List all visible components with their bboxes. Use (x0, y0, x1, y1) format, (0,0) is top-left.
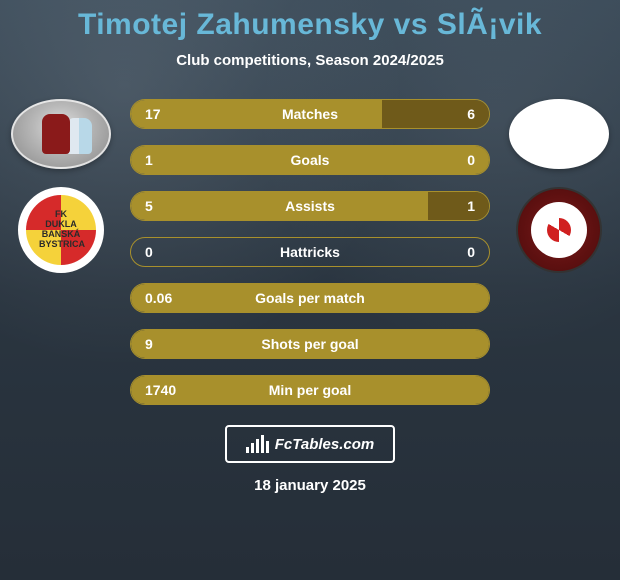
stat-bar: 0.06 Goals per match (130, 283, 490, 313)
stat-value-left: 0.06 (145, 290, 172, 306)
stat-value-left: 0 (145, 244, 153, 260)
stat-fill-left (131, 192, 428, 220)
left-player-photo (11, 99, 111, 169)
stat-bar: 1 Goals 0 (130, 145, 490, 175)
stat-bar: 5 Assists 1 (130, 191, 490, 221)
bars-icon (246, 435, 269, 453)
stat-value-left: 1740 (145, 382, 176, 398)
stat-label: Min per goal (269, 382, 351, 398)
brand-logo: FcTables.com (225, 425, 395, 463)
right-player-photo (509, 99, 609, 169)
right-club-badge-inner (531, 202, 587, 258)
stat-value-left: 5 (145, 198, 153, 214)
stats-column: 17 Matches 6 1 Goals 0 5 Assists 1 0 Hattricks 0 0.0… (130, 99, 490, 405)
stat-value-left: 9 (145, 336, 153, 352)
infographic-root: Timotej Zahumensky vs SlÃ¡vik Club compe… (0, 0, 620, 580)
left-club-badge: FK DUKLA BANSKÁ BYSTRICA (18, 187, 104, 273)
stat-label: Matches (282, 106, 338, 122)
stat-bar: 1740 Min per goal (130, 375, 490, 405)
comparison-row: FK DUKLA BANSKÁ BYSTRICA 17 Matches 6 1 Goal… (0, 99, 620, 405)
stat-bar: 0 Hattricks 0 (130, 237, 490, 267)
stat-bar: 9 Shots per goal (130, 329, 490, 359)
stat-label: Goals (291, 152, 330, 168)
stat-fill-right (428, 192, 489, 220)
page-title: Timotej Zahumensky vs SlÃ¡vik (0, 8, 620, 42)
stat-fill-left (131, 100, 382, 128)
footer: FcTables.com 18 january 2025 (0, 425, 620, 494)
stat-label: Shots per goal (261, 336, 358, 352)
stat-value-right: 6 (467, 106, 475, 122)
left-player-col: FK DUKLA BANSKÁ BYSTRICA (6, 99, 116, 273)
right-club-badge (516, 187, 602, 273)
stat-value-left: 1 (145, 152, 153, 168)
stat-value-left: 17 (145, 106, 161, 122)
stat-bar: 17 Matches 6 (130, 99, 490, 129)
right-player-col (504, 99, 614, 273)
left-club-badge-text: FK DUKLA BANSKÁ BYSTRICA (39, 210, 83, 250)
date-text: 18 january 2025 (254, 477, 366, 494)
brand-text: FcTables.com (275, 436, 374, 453)
subtitle: Club competitions, Season 2024/2025 (0, 52, 620, 69)
stat-label: Hattricks (280, 244, 340, 260)
stat-value-right: 0 (467, 244, 475, 260)
stat-label: Goals per match (255, 290, 365, 306)
stat-value-right: 0 (467, 152, 475, 168)
stat-value-right: 1 (467, 198, 475, 214)
stat-label: Assists (285, 198, 335, 214)
